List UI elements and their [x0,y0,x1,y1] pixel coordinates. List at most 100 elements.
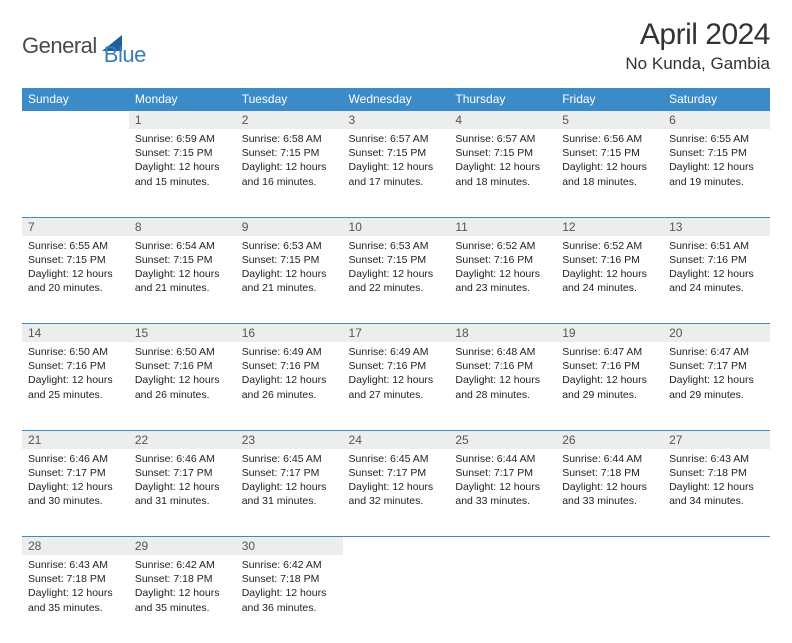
sunset-line: Sunset: 7:18 PM [242,572,337,586]
daylight-line: Daylight: 12 hours and 31 minutes. [242,480,337,508]
sunset-line: Sunset: 7:15 PM [349,253,444,267]
day-number: 4 [449,111,556,130]
day-number [663,537,770,556]
day-number: 24 [343,430,450,449]
daylight-line: Daylight: 12 hours and 18 minutes. [455,160,550,188]
content-row: Sunrise: 6:46 AMSunset: 7:17 PMDaylight:… [22,449,770,537]
sunrise-line: Sunrise: 6:55 AM [669,132,764,146]
logo: General Blue [22,18,146,68]
daylight-line: Daylight: 12 hours and 35 minutes. [135,586,230,614]
day-cell: Sunrise: 6:49 AMSunset: 7:16 PMDaylight:… [343,342,450,430]
day-cell [556,555,663,643]
sunset-line: Sunset: 7:16 PM [135,359,230,373]
day-cell: Sunrise: 6:55 AMSunset: 7:15 PMDaylight:… [663,129,770,217]
daynum-row: 282930 [22,537,770,556]
sunrise-line: Sunrise: 6:51 AM [669,239,764,253]
day-cell: Sunrise: 6:52 AMSunset: 7:16 PMDaylight:… [449,236,556,324]
daylight-line: Daylight: 12 hours and 33 minutes. [455,480,550,508]
day-cell: Sunrise: 6:50 AMSunset: 7:16 PMDaylight:… [129,342,236,430]
content-row: Sunrise: 6:55 AMSunset: 7:15 PMDaylight:… [22,236,770,324]
day-cell: Sunrise: 6:55 AMSunset: 7:15 PMDaylight:… [22,236,129,324]
daylight-line: Daylight: 12 hours and 19 minutes. [669,160,764,188]
day-number: 26 [556,430,663,449]
sunrise-line: Sunrise: 6:42 AM [242,558,337,572]
sunrise-line: Sunrise: 6:53 AM [242,239,337,253]
day-cell [663,555,770,643]
daylight-line: Daylight: 12 hours and 22 minutes. [349,267,444,295]
sunrise-line: Sunrise: 6:45 AM [349,452,444,466]
sunrise-line: Sunrise: 6:56 AM [562,132,657,146]
day-number: 28 [22,537,129,556]
sunset-line: Sunset: 7:16 PM [242,359,337,373]
day-number: 13 [663,217,770,236]
day-number: 10 [343,217,450,236]
day-cell [343,555,450,643]
daylight-line: Daylight: 12 hours and 33 minutes. [562,480,657,508]
daynum-row: 123456 [22,111,770,130]
daylight-line: Daylight: 12 hours and 27 minutes. [349,373,444,401]
daylight-line: Daylight: 12 hours and 29 minutes. [562,373,657,401]
daynum-row: 78910111213 [22,217,770,236]
day-cell: Sunrise: 6:51 AMSunset: 7:16 PMDaylight:… [663,236,770,324]
daylight-line: Daylight: 12 hours and 20 minutes. [28,267,123,295]
day-cell: Sunrise: 6:45 AMSunset: 7:17 PMDaylight:… [343,449,450,537]
day-cell: Sunrise: 6:44 AMSunset: 7:17 PMDaylight:… [449,449,556,537]
day-cell: Sunrise: 6:47 AMSunset: 7:16 PMDaylight:… [556,342,663,430]
day-number: 30 [236,537,343,556]
day-cell: Sunrise: 6:44 AMSunset: 7:18 PMDaylight:… [556,449,663,537]
sunset-line: Sunset: 7:16 PM [349,359,444,373]
day-cell: Sunrise: 6:53 AMSunset: 7:15 PMDaylight:… [236,236,343,324]
daylight-line: Daylight: 12 hours and 24 minutes. [669,267,764,295]
day-cell: Sunrise: 6:54 AMSunset: 7:15 PMDaylight:… [129,236,236,324]
day-cell: Sunrise: 6:46 AMSunset: 7:17 PMDaylight:… [129,449,236,537]
day-cell: Sunrise: 6:58 AMSunset: 7:15 PMDaylight:… [236,129,343,217]
sunset-line: Sunset: 7:16 PM [455,359,550,373]
day-number: 27 [663,430,770,449]
day-cell: Sunrise: 6:47 AMSunset: 7:17 PMDaylight:… [663,342,770,430]
sunset-line: Sunset: 7:15 PM [242,253,337,267]
day-number: 3 [343,111,450,130]
sunset-line: Sunset: 7:16 PM [28,359,123,373]
daylight-line: Daylight: 12 hours and 21 minutes. [135,267,230,295]
sunrise-line: Sunrise: 6:46 AM [28,452,123,466]
location: No Kunda, Gambia [625,54,770,74]
col-friday: Friday [556,88,663,111]
col-tuesday: Tuesday [236,88,343,111]
sunrise-line: Sunrise: 6:47 AM [669,345,764,359]
sunset-line: Sunset: 7:15 PM [242,146,337,160]
sunrise-line: Sunrise: 6:52 AM [455,239,550,253]
day-cell: Sunrise: 6:42 AMSunset: 7:18 PMDaylight:… [129,555,236,643]
day-cell: Sunrise: 6:57 AMSunset: 7:15 PMDaylight:… [343,129,450,217]
day-number: 21 [22,430,129,449]
col-wednesday: Wednesday [343,88,450,111]
sunrise-line: Sunrise: 6:59 AM [135,132,230,146]
calendar-table: Sunday Monday Tuesday Wednesday Thursday… [22,88,770,643]
sunrise-line: Sunrise: 6:53 AM [349,239,444,253]
day-number: 5 [556,111,663,130]
day-cell: Sunrise: 6:50 AMSunset: 7:16 PMDaylight:… [22,342,129,430]
sunrise-line: Sunrise: 6:43 AM [669,452,764,466]
sunrise-line: Sunrise: 6:49 AM [349,345,444,359]
sunrise-line: Sunrise: 6:50 AM [135,345,230,359]
day-cell: Sunrise: 6:43 AMSunset: 7:18 PMDaylight:… [22,555,129,643]
day-number: 19 [556,324,663,343]
logo-text-blue: Blue [104,42,146,68]
day-cell: Sunrise: 6:56 AMSunset: 7:15 PMDaylight:… [556,129,663,217]
weekday-header-row: Sunday Monday Tuesday Wednesday Thursday… [22,88,770,111]
sunrise-line: Sunrise: 6:44 AM [562,452,657,466]
day-number [343,537,450,556]
daylight-line: Daylight: 12 hours and 17 minutes. [349,160,444,188]
day-number: 25 [449,430,556,449]
daylight-line: Daylight: 12 hours and 26 minutes. [135,373,230,401]
sunrise-line: Sunrise: 6:45 AM [242,452,337,466]
daynum-row: 21222324252627 [22,430,770,449]
daylight-line: Daylight: 12 hours and 26 minutes. [242,373,337,401]
day-number: 22 [129,430,236,449]
sunset-line: Sunset: 7:15 PM [349,146,444,160]
sunrise-line: Sunrise: 6:49 AM [242,345,337,359]
day-number: 18 [449,324,556,343]
day-number: 2 [236,111,343,130]
day-number: 12 [556,217,663,236]
daylight-line: Daylight: 12 hours and 29 minutes. [669,373,764,401]
day-number: 9 [236,217,343,236]
